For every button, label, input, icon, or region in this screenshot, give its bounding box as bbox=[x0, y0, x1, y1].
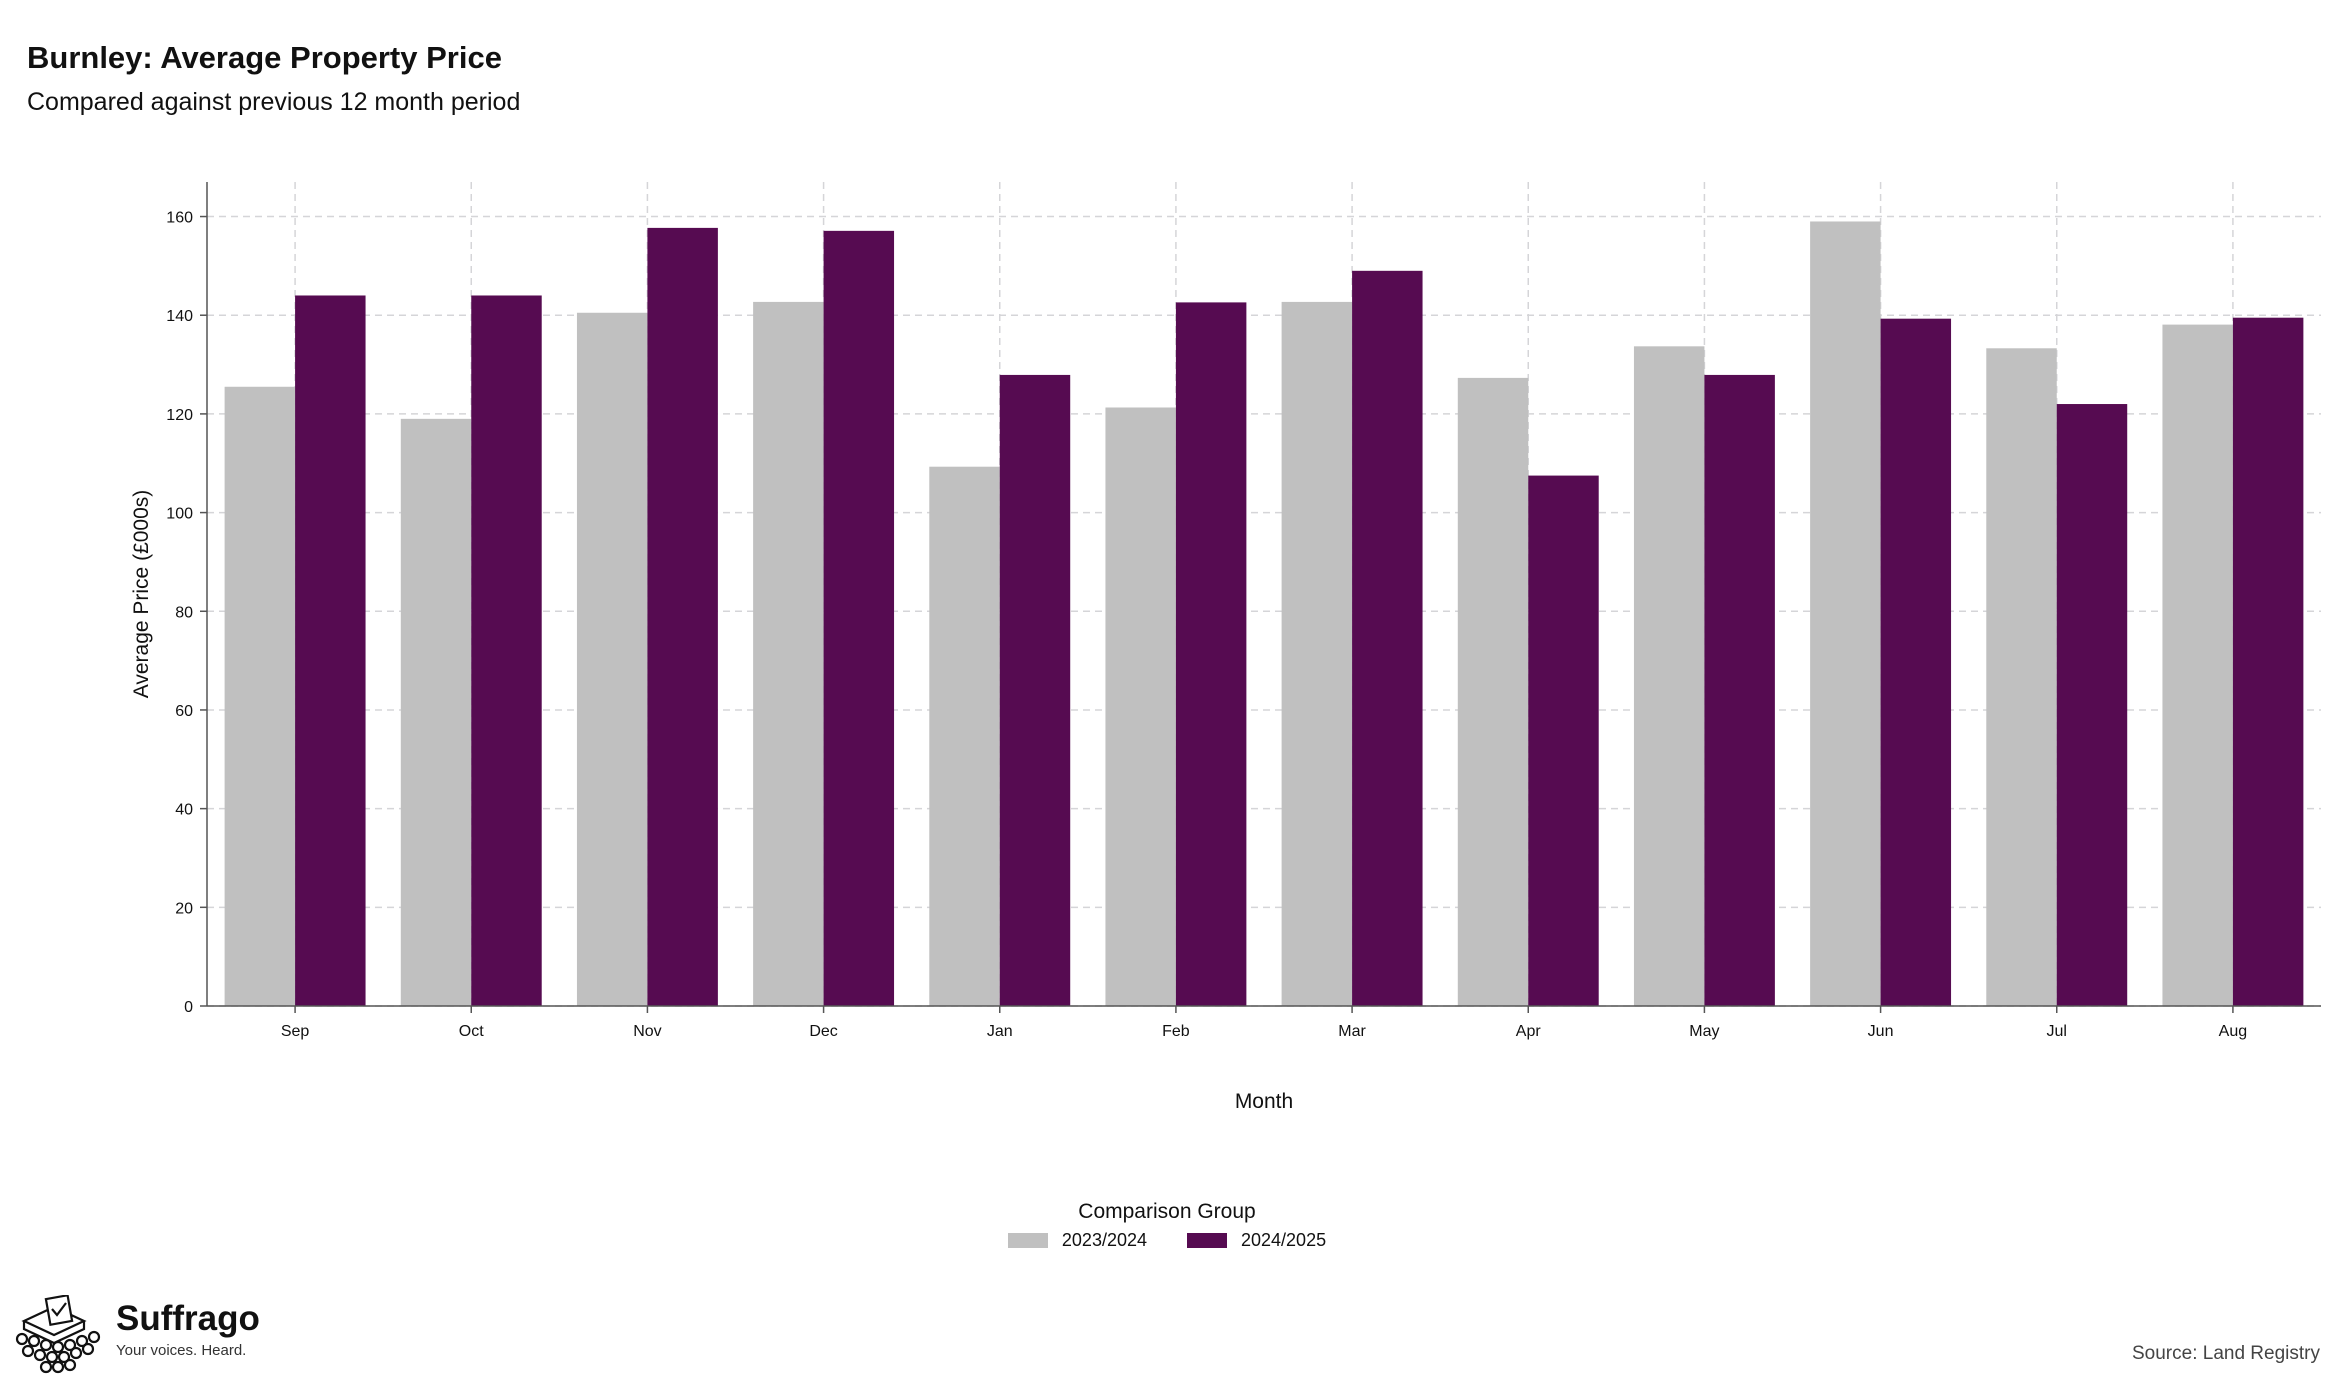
legend-label: 2023/2024 bbox=[1061, 1230, 1147, 1250]
bar-2023-2024-dec bbox=[753, 301, 824, 1006]
y-tick-label: 140 bbox=[166, 308, 193, 325]
source-note: Source: Land Registry bbox=[2132, 1343, 2320, 1364]
bar-2023-2024-sep bbox=[224, 386, 296, 1006]
bar-2023-2024-aug bbox=[2162, 324, 2233, 1006]
legend-item-2023-2024: 2023/2024 bbox=[1007, 1230, 1147, 1251]
bar-2023-2024-may bbox=[1633, 346, 1705, 1006]
x-tick-label: Dec bbox=[809, 1023, 837, 1040]
brand-logo: Suffrago Your voices. Heard. bbox=[14, 1295, 260, 1375]
bars bbox=[224, 221, 2304, 1007]
x-tick-label: Apr bbox=[1516, 1023, 1542, 1040]
x-tick-label: Jul bbox=[2047, 1023, 2067, 1040]
bar-2024-2025-may bbox=[1704, 374, 1775, 1006]
y-tick-label: 80 bbox=[175, 604, 193, 621]
x-tick-label: Aug bbox=[2219, 1023, 2247, 1040]
y-tick-label: 20 bbox=[175, 900, 193, 917]
legend-title: Comparison Group bbox=[1078, 1200, 1256, 1223]
bar-2024-2025-jul bbox=[2056, 404, 2128, 1007]
x-tick-label: Sep bbox=[281, 1023, 310, 1040]
legend-label: 2024/2025 bbox=[1241, 1230, 1327, 1250]
y-tick-label: 60 bbox=[175, 703, 193, 720]
bar-2023-2024-jul bbox=[1986, 348, 2057, 1006]
bar-2024-2025-aug bbox=[2232, 317, 2304, 1007]
y-tick-label: 160 bbox=[166, 210, 193, 227]
bar-2024-2025-oct bbox=[471, 295, 542, 1007]
y-tick-label: 120 bbox=[166, 407, 193, 424]
bar-2024-2025-mar bbox=[1352, 270, 1423, 1007]
ballot-box-icon bbox=[15, 1295, 101, 1374]
bar-2024-2025-dec bbox=[823, 230, 895, 1006]
bar-2023-2024-apr bbox=[1457, 377, 1529, 1007]
x-axis-title: Month bbox=[1235, 1090, 1293, 1113]
x-tick-label: Nov bbox=[633, 1023, 661, 1040]
chart-title: Burnley: Average Property Price bbox=[27, 40, 502, 75]
y-tick-label: 0 bbox=[184, 999, 193, 1016]
bar-2024-2025-apr bbox=[1528, 475, 1599, 1007]
x-tick-label: Oct bbox=[459, 1023, 484, 1040]
x-tick-label: Feb bbox=[1162, 1023, 1190, 1040]
bar-2023-2024-jun bbox=[1810, 221, 1881, 1007]
bar-2023-2024-oct bbox=[400, 418, 472, 1006]
x-tick-label: Jun bbox=[1868, 1023, 1894, 1040]
brand-name: Suffrago bbox=[116, 1299, 260, 1338]
legend: Comparison Group 2023/2024 2024/2025 bbox=[0, 1200, 2334, 1251]
bar-2024-2025-sep bbox=[295, 295, 366, 1007]
bar-2024-2025-feb bbox=[1175, 302, 1247, 1006]
bar-2023-2024-mar bbox=[1281, 301, 1353, 1006]
bar-2023-2024-feb bbox=[1105, 407, 1176, 1006]
legend-swatch-2023-2024 bbox=[1007, 1233, 1048, 1248]
y-axis-title: Average Price (£000s) bbox=[130, 490, 153, 699]
legend-swatch-2024-2025 bbox=[1187, 1233, 1227, 1248]
axes: 0 20 40 60 80 100 120 140 160 Sep Oct Nov Dec Jan Feb M… bbox=[166, 182, 2321, 1040]
bar-2023-2024-jan bbox=[929, 466, 1000, 1006]
bar-2023-2024-nov bbox=[576, 312, 648, 1006]
x-tick-label: May bbox=[1689, 1023, 1719, 1040]
y-tick-label: 40 bbox=[175, 802, 193, 819]
bar-chart: 0 20 40 60 80 100 120 140 160 Sep Oct Nov Dec Jan Feb M… bbox=[130, 182, 2321, 1113]
bar-2024-2025-nov bbox=[647, 227, 718, 1006]
chart-subtitle: Compared against previous 12 month perio… bbox=[27, 88, 521, 116]
x-tick-label: Jan bbox=[987, 1023, 1013, 1040]
bar-2024-2025-jan bbox=[999, 374, 1071, 1006]
x-tick-label: Mar bbox=[1338, 1023, 1366, 1040]
brand-tagline: Your voices. Heard. bbox=[116, 1342, 247, 1359]
y-tick-label: 100 bbox=[166, 506, 193, 523]
legend-item-2024-2025: 2024/2025 bbox=[1187, 1230, 1326, 1251]
bar-2024-2025-jun bbox=[1880, 318, 1952, 1007]
